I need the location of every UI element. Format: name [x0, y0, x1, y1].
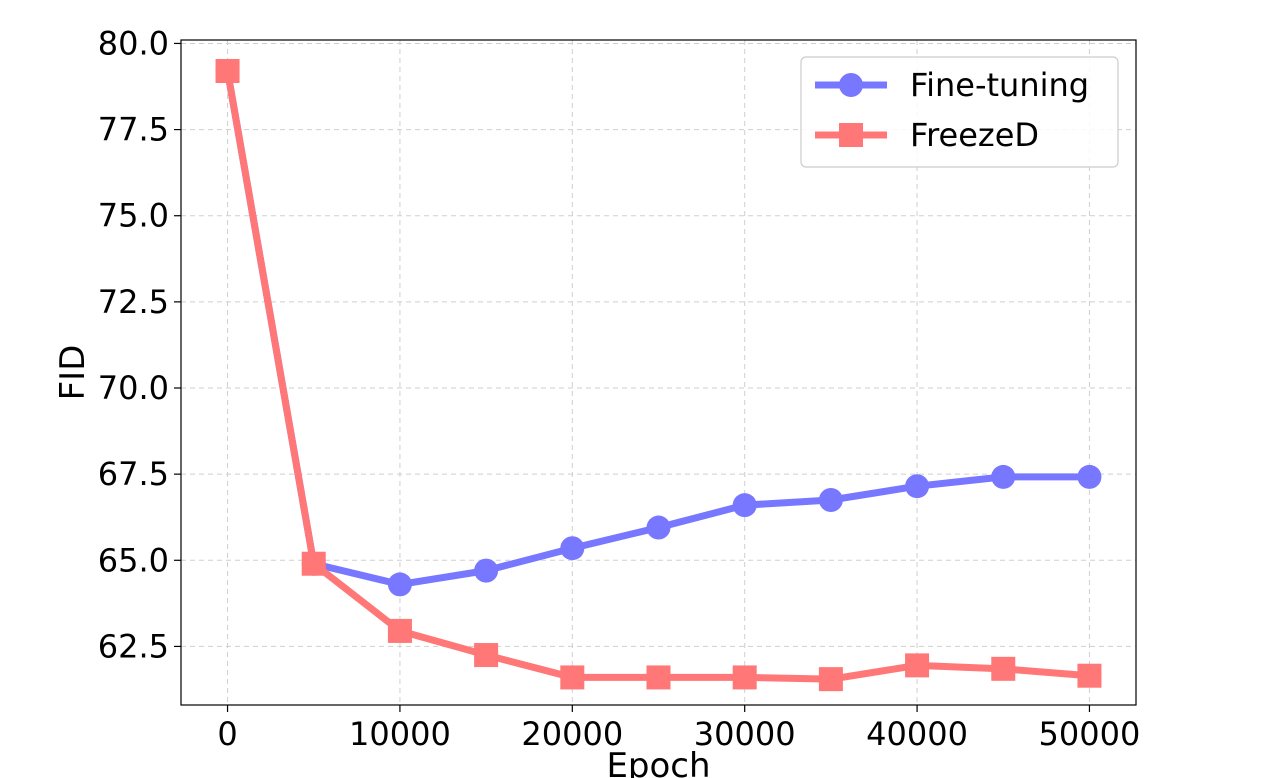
x-tick-label: 30000 [694, 715, 796, 753]
data-point [474, 558, 499, 583]
x-axis-label: Epoch [606, 746, 710, 778]
legend: Fine-tuning FreezeD [800, 56, 1119, 168]
grid [181, 40, 1136, 705]
y-tick-label: 65.0 [98, 541, 169, 579]
y-tick-label: 80.0 [98, 24, 169, 62]
y-tick-label: 67.5 [98, 455, 169, 493]
data-point [732, 493, 757, 518]
x-tick-label: 20000 [521, 715, 623, 753]
data-point [905, 653, 930, 678]
legend-item: FreezeD [815, 116, 1039, 154]
data-point [215, 59, 240, 84]
data-point [818, 487, 843, 512]
data-point [560, 665, 585, 690]
series-freezed [215, 59, 1102, 692]
y-tick-label: 77.5 [98, 111, 169, 149]
data-point [387, 618, 412, 643]
data-point [301, 551, 326, 576]
x-tick-label: 40000 [866, 715, 968, 753]
data-point [818, 667, 843, 692]
y-tick-label: 72.5 [98, 283, 169, 321]
data-point [991, 464, 1016, 489]
legend-label: Fine-tuning [910, 66, 1089, 104]
data-point [560, 536, 585, 561]
y-axis-label: FID [53, 345, 93, 401]
data-point [1077, 663, 1102, 688]
data-point [646, 665, 671, 690]
series-layer [215, 59, 1102, 692]
data-point [905, 474, 930, 499]
x-tick-label: 0 [217, 715, 237, 753]
legend-item: Fine-tuning [815, 66, 1089, 104]
data-point [732, 665, 757, 690]
legend-marker [839, 123, 863, 147]
y-tick-label: 62.5 [98, 627, 169, 665]
x-tick-label: 10000 [349, 715, 451, 753]
data-point [387, 572, 412, 597]
data-point [646, 515, 671, 540]
legend-marker [839, 73, 863, 97]
plot-area-frame [180, 39, 1137, 706]
axis-ticks: 0 10000 20000 30000 40000 50000 62.5 65.0 67.5 70… [98, 24, 1141, 753]
data-point [1077, 464, 1102, 489]
legend-label: FreezeD [910, 116, 1039, 154]
y-tick-label: 75.0 [98, 197, 169, 235]
y-tick-label: 70.0 [98, 369, 169, 407]
data-point [474, 643, 499, 668]
data-point [991, 656, 1016, 681]
x-tick-label: 50000 [1039, 715, 1141, 753]
